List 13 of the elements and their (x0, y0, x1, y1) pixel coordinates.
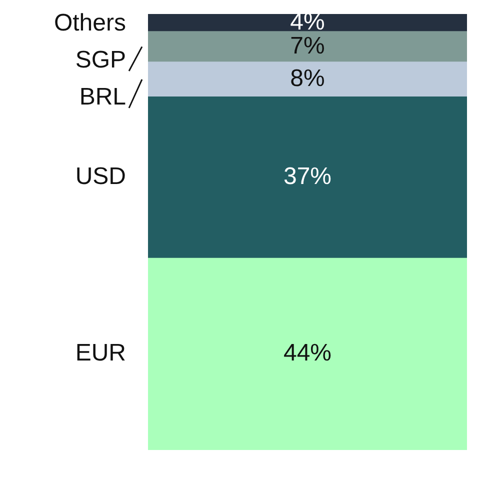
bar (148, 14, 467, 32)
bar (148, 258, 467, 450)
data-label: 37% (283, 163, 332, 190)
bar (148, 96, 467, 258)
series-label: EUR (75, 340, 126, 367)
series-label: BRL (79, 84, 126, 111)
bar (148, 62, 467, 98)
data-label: 8% (290, 65, 325, 92)
series-label: Others (54, 10, 126, 37)
bar (148, 31, 467, 62)
series-label: USD (75, 163, 126, 190)
data-label: 44% (283, 340, 332, 367)
series-label: SGP (75, 46, 126, 74)
